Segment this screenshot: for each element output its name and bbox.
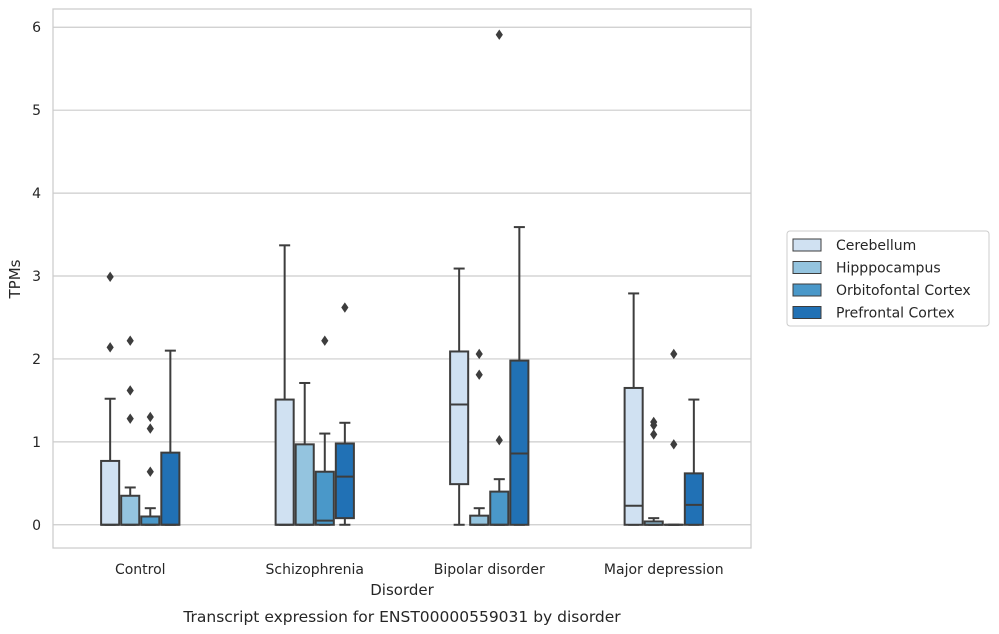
x-tick-label: Control	[115, 562, 166, 578]
legend-frame	[786, 230, 990, 327]
outlier-point	[126, 413, 134, 424]
box	[274, 398, 295, 526]
box-group	[663, 348, 684, 526]
y-tick-label: 6	[32, 20, 41, 36]
y-axis-label: TPMs	[6, 259, 24, 299]
outlier-point	[670, 439, 678, 450]
x-tick-label: Major depression	[604, 562, 724, 578]
y-axis-ticks: 0 1 2 3 4 5 6	[32, 20, 41, 534]
chart-caption: Transcript expression for ENST0000055903…	[182, 608, 621, 626]
box	[623, 386, 644, 526]
y-tick-label: 5	[32, 103, 41, 119]
legend-entry-label: Orbitofontal Cortex	[836, 283, 971, 299]
y-tick-label: 3	[32, 269, 41, 285]
outlier-point	[126, 335, 134, 346]
box-group	[120, 335, 141, 526]
box	[509, 359, 530, 526]
box-group	[509, 226, 530, 526]
box-group	[294, 381, 315, 526]
outlier-point	[475, 348, 483, 360]
outlier-point	[670, 348, 678, 360]
box-group	[274, 244, 295, 526]
outlier-point	[495, 435, 503, 446]
outlier-point	[106, 342, 114, 353]
box	[683, 472, 704, 526]
box	[120, 494, 141, 526]
outlier-point	[495, 29, 503, 40]
legend-swatch	[792, 261, 822, 274]
x-tick-label: Bipolar disorder	[434, 562, 545, 578]
outlier-point	[146, 466, 154, 477]
legend-swatch	[792, 306, 822, 319]
box-group	[469, 348, 490, 526]
gridlines	[53, 26, 751, 526]
plot-area	[100, 29, 704, 526]
legend: Cerebellum Hipppocampus Orbitofontal Corte…	[786, 230, 990, 327]
legend-entry-label: Cerebellum	[836, 238, 916, 254]
outlier-point	[146, 411, 154, 423]
box	[449, 350, 470, 486]
box	[469, 514, 490, 526]
x-axis-ticks: Control Schizophrenia Bipolar disorder Majo…	[115, 562, 724, 578]
box-group	[489, 29, 510, 526]
box-group	[623, 292, 644, 526]
y-tick-label: 2	[32, 352, 41, 368]
box-group	[643, 416, 664, 526]
box-group	[449, 267, 470, 526]
x-axis-label: Disorder	[370, 581, 434, 599]
box-group	[683, 398, 704, 526]
outlier-point	[106, 271, 114, 283]
y-tick-label: 1	[32, 435, 41, 451]
box-group	[334, 302, 355, 526]
box	[314, 470, 335, 526]
box	[334, 442, 355, 520]
box	[489, 490, 510, 526]
box	[294, 443, 315, 526]
box-group	[100, 271, 121, 526]
plot-frame	[52, 8, 752, 549]
outlier-point	[650, 429, 658, 440]
box-group	[314, 335, 335, 526]
box-group	[160, 349, 181, 526]
outlier-point	[475, 369, 483, 380]
x-tick-label: Schizophrenia	[266, 562, 364, 578]
outlier-point	[650, 416, 658, 428]
box-group	[140, 411, 161, 526]
legend-entry-label: Prefrontal Cortex	[836, 306, 955, 322]
y-tick-label: 4	[32, 186, 41, 202]
outlier-point	[341, 302, 349, 313]
y-tick-label: 0	[32, 518, 41, 534]
outlier-point	[146, 423, 154, 434]
outlier-point	[321, 335, 329, 346]
legend-entry-label: Hipppocampus	[836, 261, 941, 277]
legend-swatch	[792, 283, 822, 297]
box	[160, 451, 181, 526]
box	[100, 459, 121, 526]
legend-swatch	[792, 238, 822, 252]
outlier-point	[126, 385, 134, 396]
box	[140, 515, 161, 526]
